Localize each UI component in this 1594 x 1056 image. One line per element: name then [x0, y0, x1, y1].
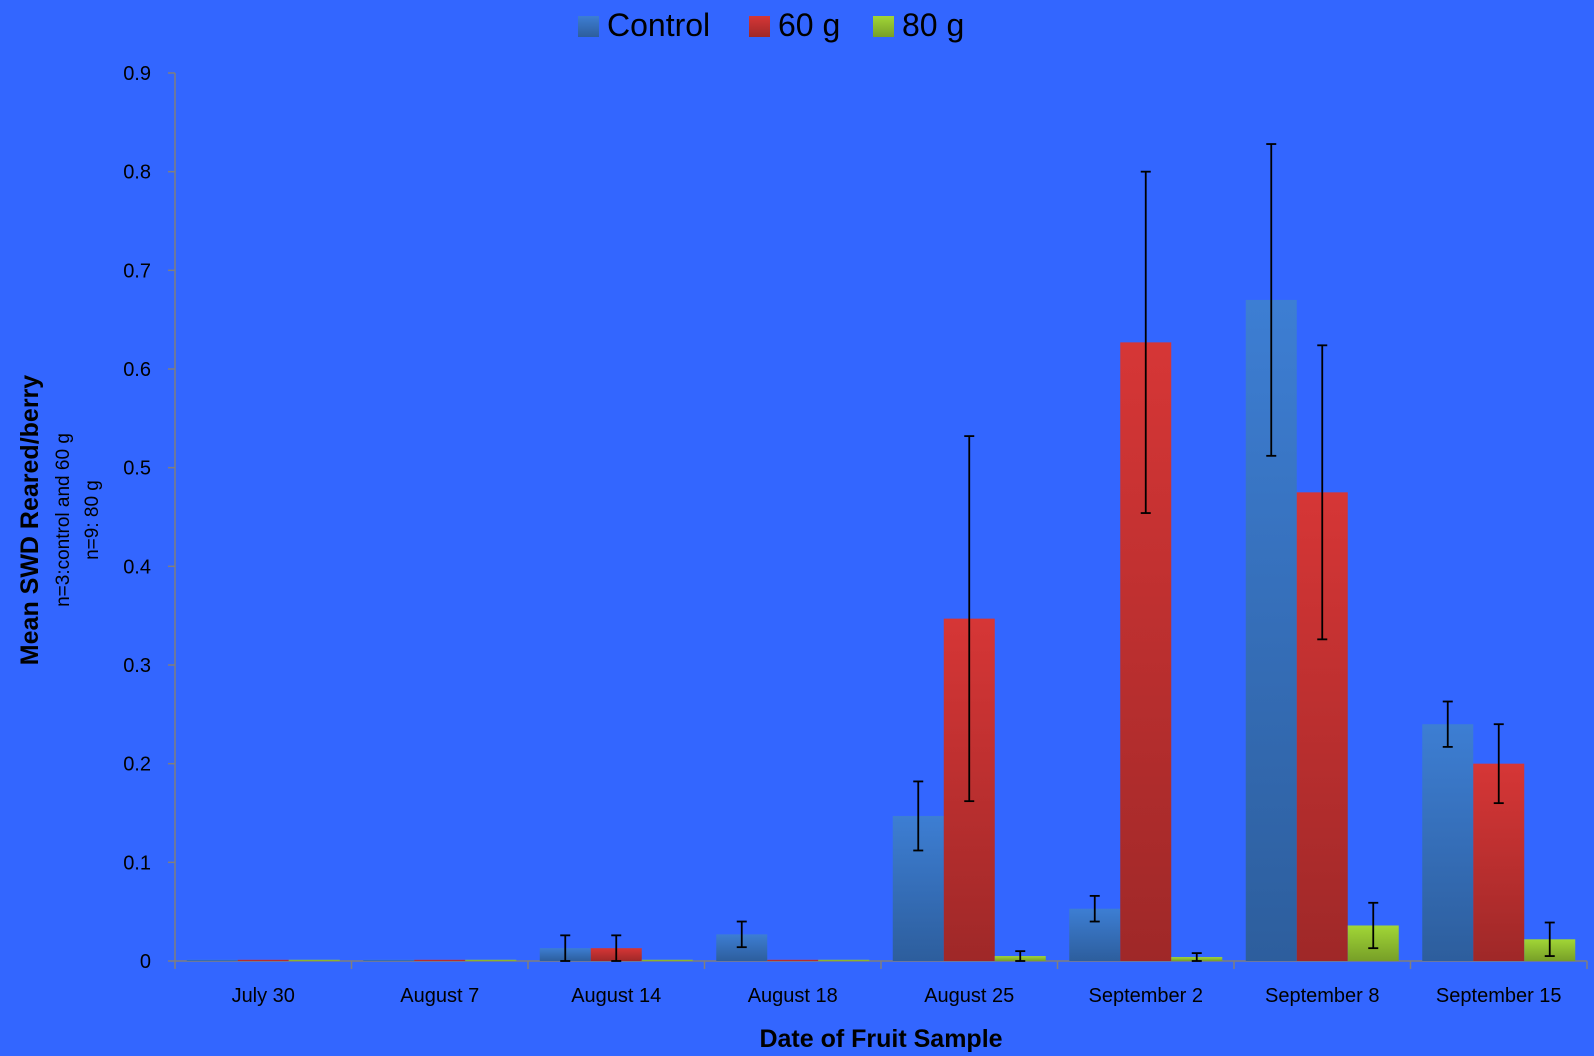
x-tick-label: September 15 — [1436, 985, 1562, 1007]
y-axis-ticks: 0 0.1 0.2 0.3 0.4 0.5 0.6 0.7 0.8 0.9 — [123, 63, 175, 973]
bars — [186, 299, 1576, 961]
x-tick-label: August 7 — [400, 985, 479, 1007]
legend-swatch — [578, 16, 599, 37]
y-tick-label: 0 — [140, 951, 151, 973]
y-tick-label: 0.1 — [123, 852, 151, 874]
bar-60-g — [414, 959, 466, 961]
bar-60-g — [767, 959, 819, 961]
bar-80-g — [818, 959, 870, 961]
y-tick-label: 0.3 — [123, 655, 151, 677]
bar-60-g — [237, 959, 289, 961]
legend-swatch — [749, 16, 770, 37]
y-axis-title: Mean SWD Reared/berry — [16, 375, 44, 665]
y-tick-label: 0.2 — [123, 754, 151, 776]
x-tick-label: August 14 — [571, 985, 661, 1007]
bar-80-g — [465, 959, 517, 961]
bar-80-g — [641, 959, 693, 961]
error-bars — [560, 143, 1555, 962]
legend: Control 60 g 80 g — [578, 7, 964, 43]
x-tick-label: July 30 — [232, 985, 295, 1007]
y-tick-label: 0.4 — [123, 556, 151, 578]
legend-label: 60 g — [778, 7, 840, 43]
x-tick-label: September 2 — [1088, 985, 1203, 1007]
bar-control — [186, 959, 238, 961]
bar-control — [363, 959, 415, 961]
y-tick-label: 0.5 — [123, 458, 151, 480]
bar-80-g — [288, 959, 340, 961]
y-tick-label: 0.8 — [123, 162, 151, 184]
legend-label: 80 g — [902, 7, 964, 43]
x-axis-title: Date of Fruit Sample — [759, 1025, 1002, 1053]
x-tick-label: August 25 — [924, 985, 1014, 1007]
y-axis-subtitle-sample-size-control: n=3:control and 60 g — [53, 433, 74, 607]
x-tick-label: August 18 — [748, 985, 838, 1007]
y-axis-subtitle-sample-size-80g: n=9: 80 g — [82, 480, 103, 560]
y-tick-label: 0.7 — [123, 260, 151, 282]
x-axis-ticks: July 30 August 7 August 14 August 18 August … — [174, 961, 1588, 1007]
y-tick-label: 0.6 — [123, 359, 151, 381]
x-tick-label: September 8 — [1265, 985, 1380, 1007]
bar-control — [1422, 724, 1474, 961]
y-tick-label: 0.9 — [123, 63, 151, 85]
legend-label: Control — [607, 7, 710, 43]
legend-swatch — [873, 16, 894, 37]
